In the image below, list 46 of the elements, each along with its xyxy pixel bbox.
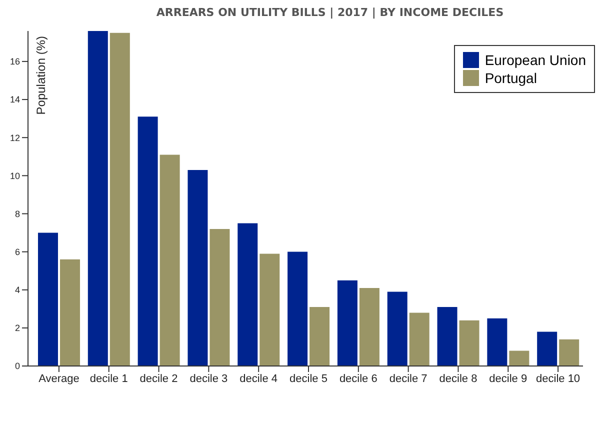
- bar: [60, 259, 80, 366]
- bar: [260, 254, 280, 366]
- bar: [88, 31, 108, 366]
- bar: [559, 339, 580, 366]
- x-tick-label: decile 4: [240, 372, 278, 385]
- y-tick-label: 12: [10, 132, 20, 143]
- bar: [238, 223, 258, 366]
- bar: [387, 292, 408, 366]
- bar: [38, 232, 58, 366]
- x-tick-label: decile 9: [489, 372, 528, 385]
- bar: [160, 154, 180, 366]
- bar: [537, 332, 558, 366]
- chart-title: ARREARS ON UTILITY BILLS | 2017 | BY INCOME DECILES: [155, 6, 505, 19]
- x-tick-label: decile 6: [339, 372, 378, 385]
- y-tick-label: 10: [10, 170, 20, 181]
- bar: [487, 318, 508, 366]
- y-tick-label: 14: [10, 94, 20, 105]
- bar: [359, 288, 380, 366]
- y-tick-label: 8: [14, 208, 20, 219]
- bar: [437, 306, 458, 366]
- y-tick-label: 16: [10, 56, 20, 67]
- x-tick-label: decile 10: [536, 372, 580, 385]
- y-tick-label: 6: [14, 246, 20, 257]
- bar: [459, 320, 480, 366]
- bar: [210, 228, 230, 366]
- x-tick-label: decile 2: [140, 372, 178, 385]
- legend-label: European Union: [484, 52, 586, 68]
- y-tick-label: 0: [14, 361, 20, 372]
- bar: [409, 312, 430, 366]
- x-tick-label: decile 7: [389, 372, 428, 385]
- bar: [138, 116, 158, 366]
- bar: [310, 306, 330, 366]
- x-tick-label: decile 8: [439, 372, 478, 385]
- bar: [337, 280, 358, 366]
- bar: [288, 252, 308, 366]
- x-tick-label: decile 3: [190, 372, 228, 385]
- x-tick-label: Average: [38, 372, 80, 385]
- bar: [509, 350, 530, 366]
- legend-label: Portugal: [484, 70, 537, 86]
- y-tick-label: 2: [14, 323, 20, 334]
- y-axis-title: Population (%): [34, 36, 48, 115]
- bar: [110, 32, 130, 366]
- x-tick-label: decile 5: [290, 372, 328, 385]
- x-tick-label: decile 1: [90, 372, 128, 385]
- bar: [188, 170, 208, 366]
- y-tick-label: 4: [14, 285, 20, 296]
